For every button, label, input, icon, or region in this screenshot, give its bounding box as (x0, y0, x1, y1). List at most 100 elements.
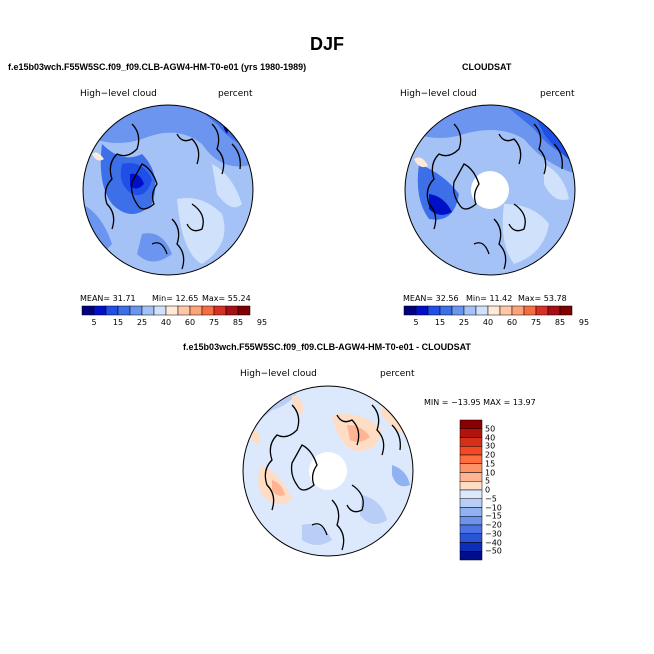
model-colorbar-swatch (177, 305, 191, 316)
diff-colorbar-swatch (459, 454, 483, 464)
diff-colorbar-tick-label: 15 (485, 459, 496, 469)
obs-colorbar-swatch (415, 305, 429, 316)
obs-field-label: High−level cloud (400, 89, 477, 99)
obs-units-label: percent (540, 89, 575, 99)
diff-colorbar-tick-label: 10 (485, 468, 496, 477)
diff-minmax-stat: MIN = −13.95 MAX = 13.97 (424, 398, 536, 407)
diff-colorbar-tick-label: −5 (485, 494, 497, 504)
model-colorbar-swatch (105, 305, 119, 316)
model-mean-stat: MEAN= 31.71 (80, 294, 136, 303)
diff-colorbar-tick-label: −15 (485, 511, 502, 521)
diff-field-label: High−level cloud (240, 369, 317, 379)
obs-colorbar-tick-label: 95 (578, 318, 590, 327)
diff-colorbar-swatch (459, 419, 483, 429)
obs-colorbar-swatch (475, 305, 489, 316)
diff-colorbar-swatch (459, 446, 483, 456)
model-max-stat: Max= 55.24 (202, 294, 251, 303)
diff-colorbar-tick-label: −20 (485, 520, 502, 530)
model-colorbar-swatch (81, 305, 95, 316)
diff-colorbar-tick-label: −50 (485, 546, 502, 556)
obs-colorbar-swatch (547, 305, 561, 316)
diff-colorbar (459, 419, 483, 561)
obs-colorbar-swatch (487, 305, 501, 316)
diff-colorbar-swatch (459, 428, 483, 438)
diff-colorbar-tick-label: −30 (485, 529, 502, 539)
model-colorbar-swatch (213, 305, 227, 316)
obs-case-title: CLOUDSAT (462, 62, 512, 72)
obs-colorbar (403, 305, 573, 316)
model-colorbar-swatch (153, 305, 167, 316)
obs-colorbar-swatch (511, 305, 525, 316)
diff-colorbar-swatch (459, 533, 483, 543)
obs-colorbar-tick-label: 5 (413, 318, 419, 327)
diff-colorbar-tick-label: 5 (485, 476, 491, 486)
obs-colorbar-swatch (499, 305, 513, 316)
model-colorbar-swatch (201, 305, 215, 316)
diff-colorbar-ticks: 50 40 30 20 15 10 5 0 −5 −10 −15 −20 −30 −40 −50 (485, 420, 515, 560)
model-colorbar-swatch (189, 305, 203, 316)
obs-colorbar-swatch (439, 305, 453, 316)
diff-colorbar-tick-label: −40 (485, 538, 502, 547)
model-colorbar-tick-label: 75 (208, 318, 220, 327)
obs-max-stat: Max= 53.78 (518, 294, 567, 303)
diff-colorbar-swatch (459, 472, 483, 482)
diff-colorbar-swatch (459, 463, 483, 473)
diff-colorbar-swatch (459, 524, 483, 534)
model-colorbar-swatch (141, 305, 155, 316)
diff-colorbar-swatch (459, 551, 483, 561)
diff-colorbar-swatch (459, 489, 483, 499)
obs-colorbar-ticks: 5 15 25 40 60 75 85 95 (404, 318, 589, 328)
model-colorbar (81, 305, 251, 316)
obs-colorbar-tick-label: 60 (506, 318, 518, 327)
diff-colorbar-swatch (459, 507, 483, 517)
diff-colorbar-tick-label: 0 (485, 485, 491, 495)
diff-colorbar-swatch (459, 498, 483, 508)
obs-colorbar-swatch (523, 305, 537, 316)
model-colorbar-tick-label: 40 (160, 318, 172, 327)
model-min-stat: Min= 12.65 (152, 294, 199, 303)
model-colorbar-swatch (117, 305, 131, 316)
model-colorbar-swatch (129, 305, 143, 316)
obs-colorbar-swatch (427, 305, 441, 316)
obs-min-stat: Min= 11.42 (466, 294, 513, 303)
model-colorbar-tick-label: 60 (184, 318, 196, 327)
obs-mean-stat: MEAN= 32.56 (403, 294, 459, 303)
obs-colorbar-tick-label: 75 (530, 318, 542, 327)
diff-colorbar-tick-label: 30 (485, 441, 496, 451)
model-colorbar-ticks: 5 15 25 40 60 75 85 95 (82, 318, 267, 328)
diff-colorbar-swatch (459, 437, 483, 447)
model-case-title: f.e15b03wch.F55W5SC.f09_f09.CLB-AGW4-HM-… (8, 62, 307, 72)
model-colorbar-swatch (93, 305, 107, 316)
diff-colorbar-tick-label: 50 (485, 424, 496, 434)
diff-colorbar-tick-label: 20 (485, 450, 496, 460)
diff-units-label: percent (380, 369, 415, 379)
model-colorbar-tick-label: 5 (91, 318, 97, 327)
diff-case-title: f.e15b03wch.F55W5SC.f09_f09.CLB-AGW4-HM-… (183, 342, 471, 352)
model-polar-map (82, 104, 254, 276)
obs-polar-map (404, 104, 576, 276)
model-colorbar-tick-label: 15 (112, 318, 124, 327)
obs-colorbar-tick-label: 85 (554, 318, 566, 327)
obs-colorbar-tick-label: 15 (434, 318, 446, 327)
page-title: DJF (309, 34, 344, 54)
obs-colorbar-swatch (451, 305, 465, 316)
model-field-label: High−level cloud (80, 89, 157, 99)
model-colorbar-tick-label: 25 (136, 318, 148, 327)
model-units-label: percent (218, 89, 253, 99)
obs-colorbar-tick-label: 25 (458, 318, 470, 327)
obs-colorbar-swatch (535, 305, 549, 316)
model-colorbar-swatch (165, 305, 179, 316)
model-colorbar-swatch (237, 305, 251, 316)
diff-colorbar-swatch (459, 481, 483, 491)
diff-colorbar-swatch (459, 516, 483, 526)
model-colorbar-swatch (225, 305, 239, 316)
obs-colorbar-swatch (463, 305, 477, 316)
obs-colorbar-tick-label: 40 (482, 318, 494, 327)
diff-colorbar-tick-label: 40 (485, 433, 496, 442)
diff-polar-map (242, 385, 414, 557)
model-colorbar-tick-label: 85 (232, 318, 244, 327)
model-colorbar-tick-label: 95 (256, 318, 268, 327)
diff-colorbar-swatch (459, 542, 483, 552)
obs-colorbar-swatch (403, 305, 417, 316)
obs-colorbar-swatch (559, 305, 573, 316)
